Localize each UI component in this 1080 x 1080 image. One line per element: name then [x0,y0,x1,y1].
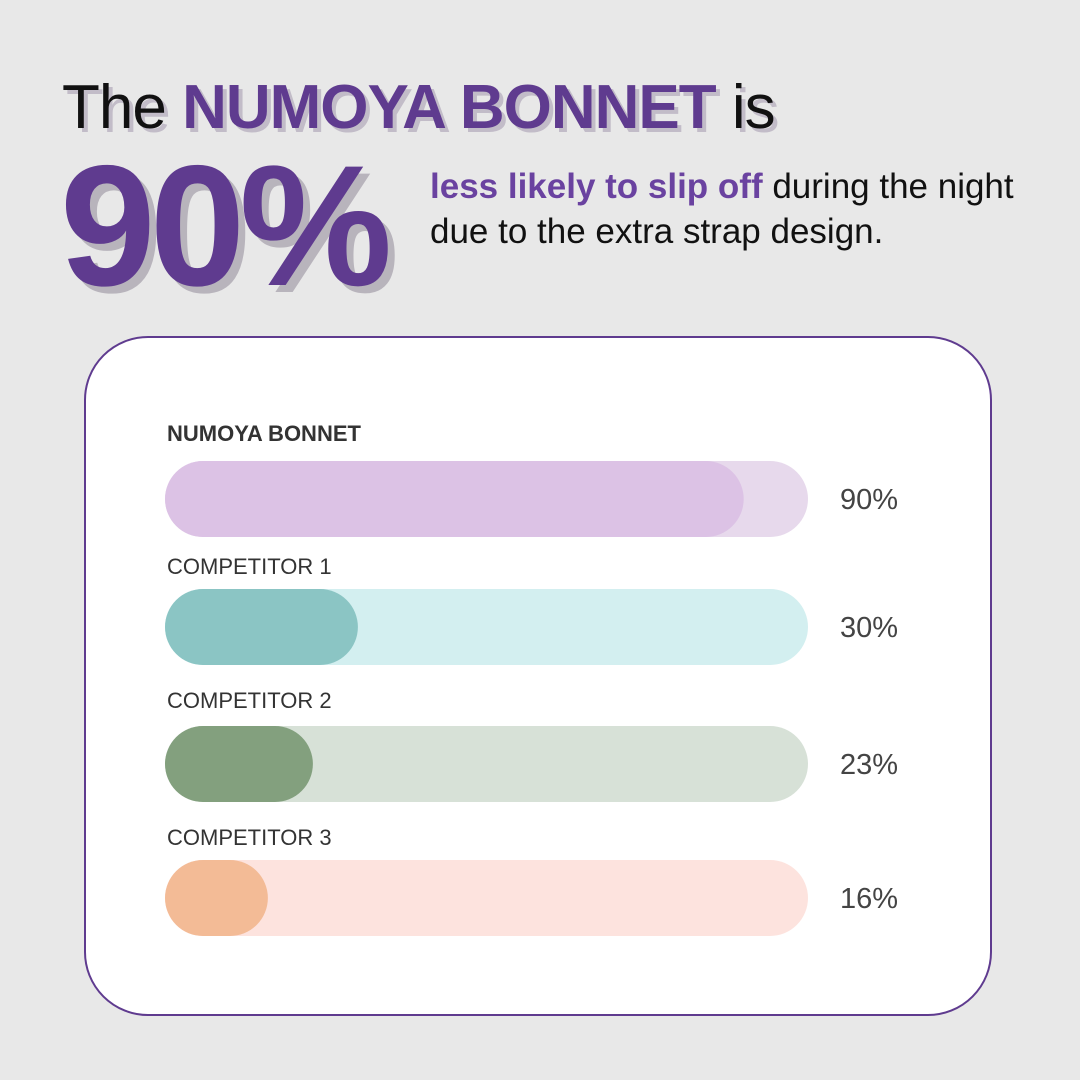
subtext-highlight: less likely to slip off [430,167,763,206]
value-label: 90% [840,484,898,516]
headline-prefix: The [62,73,167,142]
bar-track [165,860,808,936]
bar-label: COMPETITOR 2 [167,688,332,713]
headline-brand: NUMOYA BONNET [182,73,717,142]
value-label: 16% [840,883,898,915]
bar-fill [165,589,358,665]
bar-track [165,726,808,802]
headline-suffix: is [731,73,776,142]
bar-fill [165,461,744,537]
bar-label: COMPETITOR 3 [167,825,332,850]
bar-fill [165,726,313,802]
headline: The NUMOYA BONNET is [62,72,776,143]
subtext-rest: during the night due to the extra strap … [430,167,1014,251]
big-stat: 90% [60,130,392,322]
bar-fill [165,860,268,936]
bar-label: NUMOYA BONNET [167,421,362,446]
value-label: 30% [840,612,898,644]
bar-label: COMPETITOR 1 [167,554,332,579]
value-label: 23% [840,749,898,781]
subtext: less likely to slip off during the night… [430,164,1030,254]
